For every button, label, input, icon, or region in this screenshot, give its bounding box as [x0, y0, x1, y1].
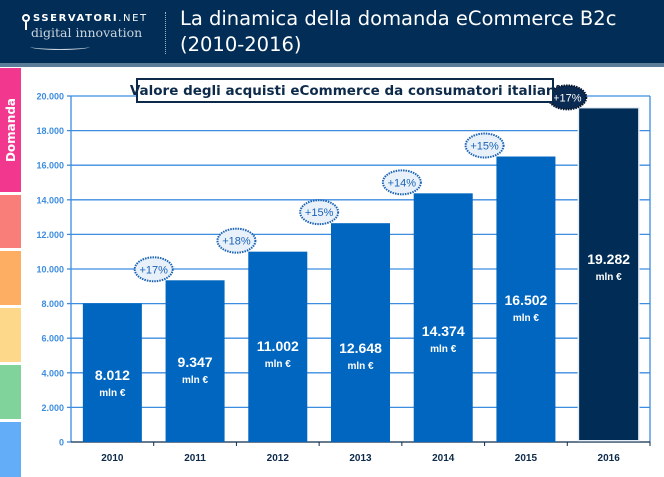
- bar-value-label: 14.374: [422, 323, 465, 339]
- sidebar-segment-segment-2: [0, 195, 21, 248]
- bar-value-label: 12.648: [339, 340, 382, 356]
- sidebar-segment-segment-4: [0, 308, 21, 362]
- bar-unit-label: mln €: [596, 272, 623, 283]
- growth-badge: [381, 169, 422, 196]
- x-category-label: 2011: [184, 453, 206, 464]
- y-tick-label: 0: [59, 438, 64, 448]
- logo-brand-suffix: .NET: [118, 13, 148, 24]
- sidebar-segment-segment-5: [0, 365, 21, 419]
- y-tick-label: 12.000: [36, 230, 64, 240]
- bar-2013: [331, 223, 390, 442]
- chart-title-box: [136, 78, 554, 103]
- logo-brand: SSERVATORI.NET: [33, 13, 148, 24]
- x-category-label: 2016: [598, 453, 621, 464]
- x-category-label: 2015: [515, 453, 538, 464]
- growth-badge: [464, 132, 505, 159]
- sidebar-segment-domanda: [0, 68, 21, 192]
- bar-value-label: 11.002: [257, 338, 299, 354]
- growth-badge-label: +17%: [553, 92, 582, 104]
- x-category-label: 2014: [432, 453, 455, 464]
- y-tick-label: 20.000: [36, 92, 64, 102]
- logo-pin-icon: [22, 14, 30, 22]
- bar-value-label: 16.502: [505, 292, 548, 308]
- bar-unit-label: mln €: [265, 359, 292, 370]
- growth-badge: [547, 84, 588, 111]
- bar-value-label: 8.012: [95, 367, 130, 383]
- bar-unit-label: mln €: [430, 344, 457, 355]
- bar-value-label: 19.282: [587, 251, 630, 267]
- bar-unit-label: mln €: [99, 388, 126, 399]
- growth-badge-label: +15%: [470, 141, 499, 153]
- logo-swoosh: [30, 43, 90, 50]
- growth-badge-label: +14%: [388, 177, 417, 189]
- sidebar-segment-segment-3: [0, 251, 21, 305]
- bar-unit-label: mln €: [347, 361, 374, 372]
- y-tick-label: 8.000: [41, 299, 64, 309]
- bar-2012: [248, 251, 308, 442]
- logo-pin-stem: [25, 22, 27, 30]
- y-tick-label: 18.000: [36, 126, 64, 136]
- y-tick-label: 6.000: [41, 334, 64, 344]
- x-category-label: 2012: [267, 453, 290, 464]
- growth-badge: [216, 227, 257, 254]
- bar-2016: [579, 108, 639, 441]
- y-tick-label: 10.000: [36, 265, 64, 275]
- y-tick-label: 16.000: [36, 161, 64, 171]
- bar-2014: [413, 193, 473, 442]
- growth-badge-label: +17%: [139, 264, 168, 276]
- page-title-line1: La dinamica della domanda eCommerce B2c: [180, 7, 617, 30]
- bar-2011: [165, 280, 225, 442]
- osservatori-logo: SSERVATORI.NET digital innovation: [22, 13, 152, 53]
- growth-badge-label: +15%: [305, 207, 334, 219]
- page-title: La dinamica della domanda eCommerce B2c …: [180, 6, 660, 58]
- bar-2010: [82, 303, 142, 442]
- header-divider: [165, 12, 166, 54]
- bar-unit-label: mln €: [182, 375, 209, 386]
- header-bar: SSERVATORI.NET digital innovation La din…: [0, 0, 664, 63]
- bar-value-label: 9.347: [178, 354, 213, 370]
- logo-tagline: digital innovation: [31, 25, 143, 40]
- logo-brand-text: SSERVATORI: [33, 13, 119, 24]
- sidebar-segment-segment-6: [0, 422, 21, 477]
- x-category-label: 2010: [101, 453, 124, 464]
- page-title-line2: (2010-2016): [180, 33, 302, 56]
- y-tick-label: 2.000: [41, 403, 64, 413]
- x-category-label: 2013: [349, 453, 372, 464]
- chart-title: Valore degli acquisti eCommerce da consu…: [130, 83, 560, 99]
- header-underline: [0, 63, 664, 67]
- bar-unit-label: mln €: [513, 313, 540, 324]
- bar-2015: [496, 156, 556, 443]
- growth-badge-label: +18%: [222, 236, 251, 248]
- y-tick-label: 4.000: [41, 368, 64, 378]
- growth-badge: [299, 199, 340, 226]
- y-tick-label: 14.000: [36, 195, 64, 205]
- growth-badge: [133, 256, 174, 283]
